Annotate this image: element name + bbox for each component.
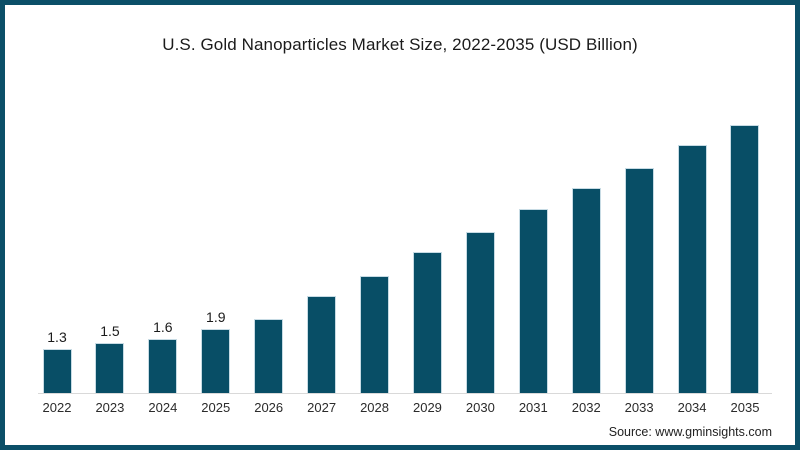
bar-2031 xyxy=(518,209,548,393)
bar-2033 xyxy=(624,168,654,393)
bar-column-2025: 1.9 2025 xyxy=(201,108,231,415)
bar-column-2028: 2028 xyxy=(360,108,390,415)
bar-stack-2033 xyxy=(624,108,654,393)
bar-stack-2022: 1.3 xyxy=(42,108,72,393)
bar-stack-2034 xyxy=(677,108,707,393)
bar-2030 xyxy=(465,232,495,393)
x-tick-label-2032: 2032 xyxy=(571,400,601,415)
bar-stack-2023: 1.5 xyxy=(95,108,125,393)
bar-2032 xyxy=(571,188,601,393)
bar-column-2034: 2034 xyxy=(677,108,707,415)
x-tick-label-2030: 2030 xyxy=(465,400,495,415)
bar-columns: 1.3 2022 1.5 2023 1.6 2024 1.9 2025 2026 2027 2028… xyxy=(38,108,772,415)
bar-2024 xyxy=(148,339,178,393)
bar-2023 xyxy=(95,343,125,393)
bar-column-2022: 1.3 2022 xyxy=(42,108,72,415)
bar-column-2030: 2030 xyxy=(465,108,495,415)
bar-value-label-2022: 1.3 xyxy=(47,329,67,345)
bar-2029 xyxy=(412,252,442,393)
bar-stack-2024: 1.6 xyxy=(148,108,178,393)
x-tick-label-2035: 2035 xyxy=(730,400,760,415)
chart-canvas: U.S. Gold Nanoparticles Market Size, 202… xyxy=(5,5,795,445)
bar-column-2029: 2029 xyxy=(412,108,442,415)
bar-2035 xyxy=(730,125,760,393)
x-tick-label-2034: 2034 xyxy=(677,400,707,415)
x-tick-label-2026: 2026 xyxy=(254,400,284,415)
bar-stack-2029 xyxy=(412,108,442,393)
bar-column-2032: 2032 xyxy=(571,108,601,415)
bar-value-label-2023: 1.5 xyxy=(100,323,120,339)
bar-stack-2031 xyxy=(518,108,548,393)
source-credit: Source: www.gminsights.com xyxy=(608,425,772,439)
bar-stack-2035 xyxy=(730,108,760,393)
bar-column-2033: 2033 xyxy=(624,108,654,415)
x-tick-label-2029: 2029 xyxy=(412,400,442,415)
bar-2025 xyxy=(201,329,231,393)
x-tick-label-2023: 2023 xyxy=(95,400,125,415)
bar-stack-2025: 1.9 xyxy=(201,108,231,393)
bar-stack-2030 xyxy=(465,108,495,393)
bar-2028 xyxy=(360,276,390,393)
bar-2022 xyxy=(42,349,72,393)
x-tick-label-2025: 2025 xyxy=(201,400,231,415)
bar-stack-2032 xyxy=(571,108,601,393)
x-axis-line xyxy=(38,393,772,394)
x-tick-label-2022: 2022 xyxy=(42,400,72,415)
bar-2026 xyxy=(254,319,284,393)
bar-column-2031: 2031 xyxy=(518,108,548,415)
bar-2027 xyxy=(307,296,337,393)
bar-column-2024: 1.6 2024 xyxy=(148,108,178,415)
bar-value-label-2024: 1.6 xyxy=(153,319,173,335)
chart-title: U.S. Gold Nanoparticles Market Size, 202… xyxy=(162,35,638,54)
x-tick-label-2033: 2033 xyxy=(624,400,654,415)
bar-stack-2027 xyxy=(307,108,337,393)
bar-column-2023: 1.5 2023 xyxy=(95,108,125,415)
x-tick-label-2027: 2027 xyxy=(307,400,337,415)
bar-2034 xyxy=(677,145,707,393)
bar-column-2035: 2035 xyxy=(730,108,760,415)
bar-column-2027: 2027 xyxy=(307,108,337,415)
bar-stack-2026 xyxy=(254,108,284,393)
x-tick-label-2024: 2024 xyxy=(148,400,178,415)
plot-area: 1.3 2022 1.5 2023 1.6 2024 1.9 2025 2026 2027 2028… xyxy=(38,108,772,415)
bar-column-2026: 2026 xyxy=(254,108,284,415)
bar-value-label-2025: 1.9 xyxy=(206,309,226,325)
x-tick-label-2028: 2028 xyxy=(360,400,389,415)
x-tick-label-2031: 2031 xyxy=(518,400,548,415)
bar-stack-2028 xyxy=(360,108,390,393)
